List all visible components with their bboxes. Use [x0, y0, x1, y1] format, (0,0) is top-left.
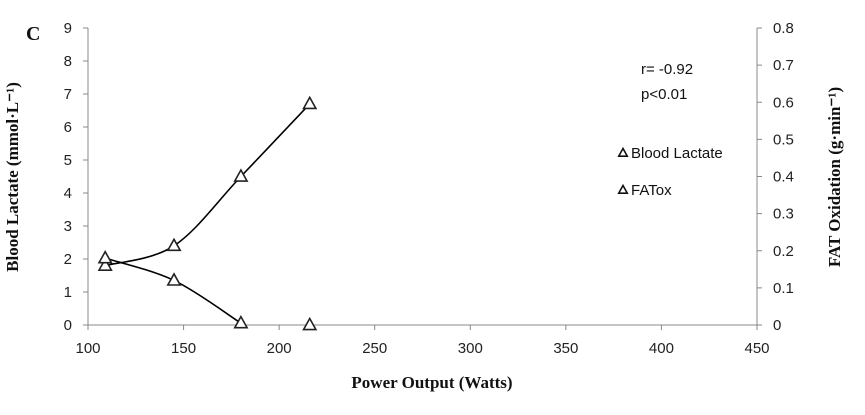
p-value-text: p<0.01 — [641, 86, 687, 103]
y-tick-label: 5 — [64, 152, 72, 169]
correlation-r-text: r= -0.92 — [641, 61, 693, 78]
y-tick-label: 8 — [64, 53, 72, 70]
y-tick-label: 2 — [64, 251, 72, 268]
legend-fatox-marker — [617, 183, 629, 194]
blood-lactate-marker — [97, 257, 113, 271]
y2-tick-label: 0.3 — [773, 206, 794, 223]
fatox-marker — [233, 315, 249, 329]
y-tick-label: 9 — [64, 20, 72, 37]
y2-tick-label: 0.6 — [773, 94, 794, 111]
legend-blood-lactate-label: Blood Lactate — [631, 145, 723, 162]
x-tick-label: 250 — [362, 340, 387, 357]
x-axis-title: Power Output (Watts) — [351, 373, 512, 392]
y2-tick-label: 0.2 — [773, 243, 794, 260]
legend: Blood Lactate FATox — [617, 145, 723, 199]
y2-tick-label: 0.7 — [773, 57, 794, 74]
legend-fatox-label: FATox — [631, 182, 672, 199]
x-tick-label: 300 — [458, 340, 483, 357]
x-tick-label: 150 — [171, 340, 196, 357]
axes: 100 150 200 250 300 350 400 450012345678900.10.… — [64, 20, 794, 357]
fatox-marker — [97, 250, 113, 264]
blood-lactate-marker — [233, 168, 249, 182]
y-tick-label: 7 — [64, 86, 72, 103]
y2-tick-label: 0.5 — [773, 131, 794, 148]
x-tick-label: 350 — [553, 340, 578, 357]
blood-lactate-marker — [166, 237, 182, 252]
y2-tick-label: 0.8 — [773, 20, 794, 37]
x-tick-label: 200 — [267, 340, 292, 357]
fatox-line — [104, 257, 242, 324]
y-tick-label: 3 — [64, 218, 72, 235]
blood-lactate-line — [104, 103, 311, 267]
series-markers — [97, 95, 318, 331]
y2-tick-label: 0.4 — [773, 169, 794, 186]
fatox-marker — [302, 316, 318, 331]
y-tick-label: 1 — [64, 284, 72, 301]
y-tick-label: 6 — [64, 119, 72, 136]
fatox-marker — [166, 272, 182, 286]
x-tick-label: 400 — [649, 340, 674, 357]
y-tick-label: 0 — [64, 317, 72, 334]
x-tick-label: 100 — [75, 340, 100, 357]
y2-tick-label: 0.1 — [773, 280, 794, 297]
panel-label: C — [26, 23, 40, 45]
y2-axis-title: FAT Oxidation (g·min⁻¹) — [825, 87, 844, 267]
blood-lactate-marker — [302, 95, 318, 110]
y-axis-title: Blood Lactate (mmol·L⁻¹) — [3, 82, 22, 272]
y2-tick-label: 0 — [773, 317, 781, 334]
legend-blood-lactate-marker — [617, 146, 629, 157]
x-tick-label: 450 — [744, 340, 769, 357]
y-tick-label: 4 — [64, 185, 72, 202]
series-lines — [104, 103, 311, 324]
